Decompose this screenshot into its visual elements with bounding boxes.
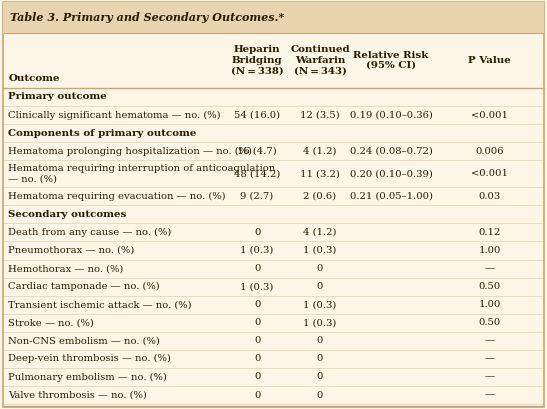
- Text: 16 (4.7): 16 (4.7): [237, 147, 277, 156]
- Text: 0.03: 0.03: [479, 192, 501, 201]
- Text: 0: 0: [254, 228, 260, 237]
- Text: Continued
Warfarin
(N = 343): Continued Warfarin (N = 343): [290, 45, 350, 75]
- Text: 0: 0: [254, 373, 260, 382]
- Text: 0.19 (0.10–0.36): 0.19 (0.10–0.36): [350, 110, 433, 119]
- Text: —: —: [485, 391, 494, 400]
- Text: 0: 0: [254, 300, 260, 309]
- Text: 0: 0: [254, 318, 260, 327]
- Text: 0.21 (0.05–1.00): 0.21 (0.05–1.00): [350, 192, 433, 201]
- Text: Clinically significant hematoma — no. (%): Clinically significant hematoma — no. (%…: [8, 110, 221, 119]
- Text: 0: 0: [317, 336, 323, 345]
- Text: —: —: [485, 336, 494, 345]
- Text: 0.006: 0.006: [475, 147, 504, 156]
- Text: Components of primary outcome: Components of primary outcome: [8, 128, 196, 137]
- Text: 0: 0: [317, 282, 323, 291]
- Text: 4 (1.2): 4 (1.2): [303, 147, 337, 156]
- Text: <0.001: <0.001: [471, 169, 508, 178]
- Text: 1 (0.3): 1 (0.3): [303, 318, 337, 327]
- Text: 4 (1.2): 4 (1.2): [303, 228, 337, 237]
- Text: Pneumothorax — no. (%): Pneumothorax — no. (%): [8, 246, 135, 255]
- Text: 0: 0: [254, 391, 260, 400]
- Text: P Value: P Value: [468, 56, 511, 65]
- Text: Hematoma prolonging hospitalization — no. (%): Hematoma prolonging hospitalization — no…: [8, 146, 252, 156]
- Text: 0.20 (0.10–0.39): 0.20 (0.10–0.39): [350, 169, 433, 178]
- Text: Death from any cause — no. (%): Death from any cause — no. (%): [8, 228, 172, 237]
- Text: Hemothorax — no. (%): Hemothorax — no. (%): [8, 264, 124, 273]
- Text: 1.00: 1.00: [479, 246, 501, 255]
- Text: Secondary outcomes: Secondary outcomes: [8, 210, 126, 219]
- Text: 0.50: 0.50: [479, 282, 501, 291]
- Text: 1.00: 1.00: [479, 300, 501, 309]
- Text: 9 (2.7): 9 (2.7): [241, 192, 274, 201]
- Text: 2 (0.6): 2 (0.6): [304, 192, 336, 201]
- Text: Heparin
Bridging
(N = 338): Heparin Bridging (N = 338): [231, 45, 283, 75]
- Text: 1 (0.3): 1 (0.3): [240, 282, 274, 291]
- Text: 0: 0: [317, 264, 323, 273]
- Text: 0: 0: [254, 264, 260, 273]
- Text: Transient ischemic attack — no. (%): Transient ischemic attack — no. (%): [8, 300, 192, 309]
- Text: 0: 0: [317, 391, 323, 400]
- Text: 1 (0.3): 1 (0.3): [240, 246, 274, 255]
- Text: Primary outcome: Primary outcome: [8, 92, 107, 101]
- Text: 11 (3.2): 11 (3.2): [300, 169, 340, 178]
- Text: Table 3. Primary and Secondary Outcomes.*: Table 3. Primary and Secondary Outcomes.…: [10, 12, 284, 23]
- Text: 0.24 (0.08–0.72): 0.24 (0.08–0.72): [350, 147, 433, 156]
- Text: 0: 0: [254, 355, 260, 364]
- Text: 1 (0.3): 1 (0.3): [303, 246, 337, 255]
- Text: —: —: [485, 355, 494, 364]
- Text: Relative Risk
(95% CI): Relative Risk (95% CI): [353, 51, 429, 70]
- Text: 0: 0: [317, 355, 323, 364]
- Text: 54 (16.0): 54 (16.0): [234, 110, 280, 119]
- Text: 48 (14.2): 48 (14.2): [234, 169, 280, 178]
- Text: 0: 0: [317, 373, 323, 382]
- Text: Hematoma requiring interruption of anticoagulation
— no. (%): Hematoma requiring interruption of antic…: [8, 164, 276, 184]
- Text: 1 (0.3): 1 (0.3): [303, 300, 337, 309]
- FancyBboxPatch shape: [3, 2, 544, 33]
- Text: Hematoma requiring evacuation — no. (%): Hematoma requiring evacuation — no. (%): [8, 192, 226, 201]
- Text: Outcome: Outcome: [8, 74, 60, 83]
- Text: Pulmonary embolism — no. (%): Pulmonary embolism — no. (%): [8, 373, 167, 382]
- Text: 0: 0: [254, 336, 260, 345]
- FancyBboxPatch shape: [3, 2, 544, 407]
- Text: Deep-vein thrombosis — no. (%): Deep-vein thrombosis — no. (%): [8, 354, 171, 364]
- Text: Valve thrombosis — no. (%): Valve thrombosis — no. (%): [8, 391, 147, 400]
- Text: Non-CNS embolism — no. (%): Non-CNS embolism — no. (%): [8, 336, 160, 345]
- Text: 0.50: 0.50: [479, 318, 501, 327]
- Text: 12 (3.5): 12 (3.5): [300, 110, 340, 119]
- Text: —: —: [485, 373, 494, 382]
- Text: <0.001: <0.001: [471, 110, 508, 119]
- Text: 0.12: 0.12: [479, 228, 501, 237]
- Text: Cardiac tamponade — no. (%): Cardiac tamponade — no. (%): [8, 282, 160, 291]
- Text: —: —: [485, 264, 494, 273]
- Text: Stroke — no. (%): Stroke — no. (%): [8, 318, 94, 327]
